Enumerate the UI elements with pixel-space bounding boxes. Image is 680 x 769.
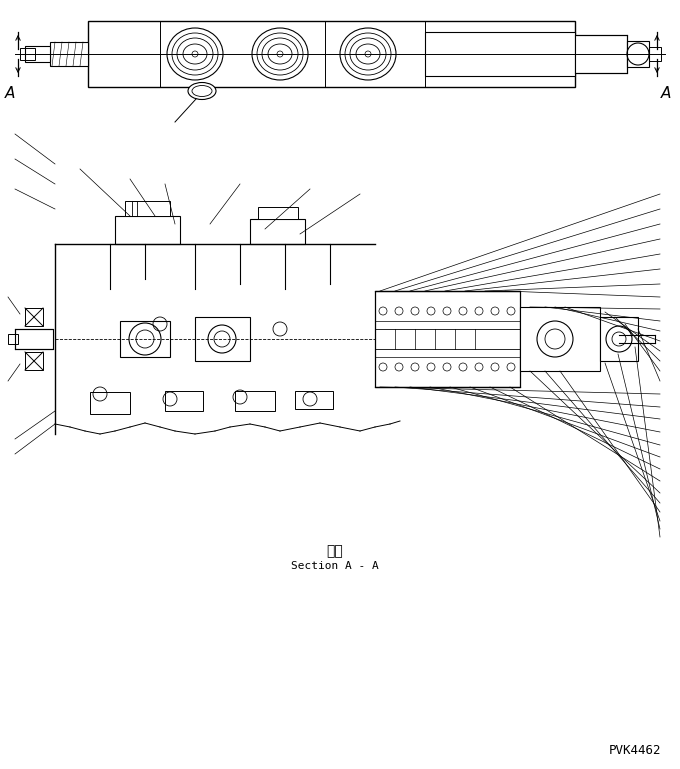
Bar	[88, 21, 575, 87]
Bar	[165, 391, 203, 411]
Bar	[295, 391, 333, 409]
Bar	[8, 334, 18, 344]
Bar	[15, 329, 53, 349]
Text: 断面: 断面	[326, 544, 343, 558]
Circle shape	[208, 325, 236, 353]
Ellipse shape	[188, 82, 216, 99]
Bar	[115, 216, 180, 244]
Bar	[258, 207, 298, 219]
Bar	[132, 201, 137, 216]
Bar	[20, 48, 35, 60]
Bar	[235, 391, 275, 411]
Circle shape	[606, 326, 632, 352]
Bar	[195, 317, 250, 361]
Text: A: A	[661, 86, 671, 102]
Circle shape	[627, 43, 649, 65]
Bar	[90, 392, 130, 414]
Circle shape	[129, 323, 161, 355]
Bar	[375, 291, 520, 387]
Bar	[25, 46, 50, 62]
Text: A: A	[5, 86, 15, 102]
Bar	[50, 42, 88, 66]
Ellipse shape	[167, 28, 223, 80]
Text: PVK4462: PVK4462	[609, 744, 661, 757]
Bar	[25, 308, 43, 326]
Ellipse shape	[252, 28, 308, 80]
Circle shape	[537, 321, 573, 357]
Bar	[125, 201, 170, 216]
Text: Section A - A: Section A - A	[291, 561, 379, 571]
Bar	[627, 41, 649, 67]
Bar	[520, 307, 600, 371]
Bar	[250, 219, 305, 244]
Bar	[600, 317, 638, 361]
Bar	[120, 321, 170, 357]
Bar	[649, 47, 661, 61]
Bar	[575, 35, 627, 73]
Bar	[425, 32, 575, 76]
Ellipse shape	[340, 28, 396, 80]
Bar	[25, 352, 43, 370]
